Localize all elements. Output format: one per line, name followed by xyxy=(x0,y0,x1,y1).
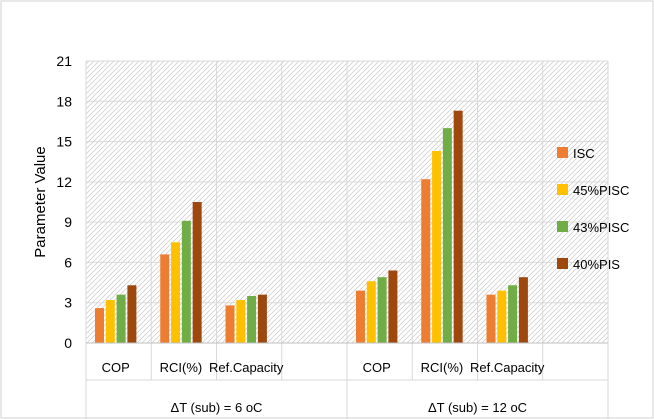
bar xyxy=(518,277,528,343)
bar xyxy=(377,277,387,343)
bar xyxy=(192,202,202,343)
grid-lines xyxy=(85,60,609,344)
legend-swatch xyxy=(557,221,568,232)
y-tick-label: 3 xyxy=(64,295,72,311)
bar xyxy=(497,290,507,343)
x-tick-label: COP xyxy=(102,360,130,375)
bar xyxy=(257,294,267,343)
group-label: ΔT (sub) = 6 oC xyxy=(171,400,263,415)
x-tick-label: RCI(%) xyxy=(421,360,464,375)
legend: ISC 45%PISC 43%PISC 40%PIS xyxy=(557,146,629,272)
y-tick-label: 18 xyxy=(56,93,72,109)
axes: 0 3 6 9 12 15 18 21 COP RCI(%) Ref.Capacity COP RCI(… xyxy=(56,53,609,419)
bar xyxy=(508,285,518,343)
bar xyxy=(171,242,181,343)
x-tick-label: Ref.Capacity xyxy=(470,360,545,375)
legend-swatch xyxy=(557,258,568,269)
bar xyxy=(388,270,398,343)
y-tick-label: 15 xyxy=(56,134,72,150)
y-tick-label: 21 xyxy=(56,53,72,69)
group-label: ΔT (sub) = 12 oC xyxy=(428,400,527,415)
y-tick-label: 6 xyxy=(64,254,72,270)
x-tick-label: Ref.Capacity xyxy=(209,360,284,375)
bar xyxy=(236,300,246,343)
bar xyxy=(453,110,463,343)
bar xyxy=(160,254,170,343)
legend-swatch xyxy=(557,147,568,158)
bar xyxy=(127,285,137,343)
bar xyxy=(181,220,191,343)
legend-label: 40%PIS xyxy=(573,257,620,272)
bar xyxy=(442,128,452,343)
bar xyxy=(95,308,104,343)
y-axis-label: Parameter Value xyxy=(32,146,49,257)
bars xyxy=(95,110,528,343)
bar xyxy=(247,296,257,343)
bar xyxy=(486,294,496,343)
y-tick-label: 0 xyxy=(64,335,72,351)
bar xyxy=(356,290,365,343)
bar xyxy=(366,281,376,343)
bar xyxy=(225,305,235,343)
legend-label: 43%PISC xyxy=(573,220,629,235)
legend-label: 45%PISC xyxy=(573,183,629,198)
bar xyxy=(116,294,126,343)
x-tick-label: RCI(%) xyxy=(160,360,203,375)
legend-label: ISC xyxy=(573,146,595,161)
x-tick-label: COP xyxy=(363,360,391,375)
y-tick-label: 9 xyxy=(64,214,72,230)
y-tick-label: 12 xyxy=(56,174,72,190)
legend-swatch xyxy=(557,184,568,195)
bar xyxy=(105,300,115,343)
bar xyxy=(432,150,442,343)
bar xyxy=(421,179,431,343)
